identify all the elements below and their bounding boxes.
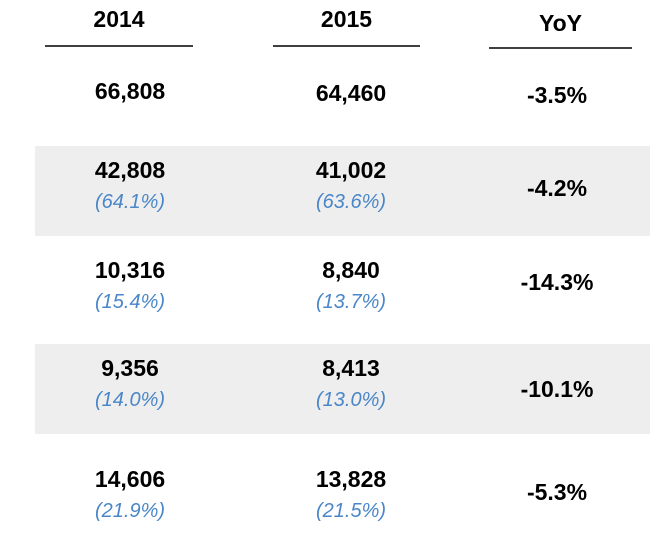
value-2014: 42,808	[74, 157, 186, 184]
share-2015: (13.0%)	[296, 388, 406, 412]
value-2014: 9,356	[74, 355, 186, 382]
value-2014: 10,316	[74, 257, 186, 284]
table-row: 14,606 (21.9%) 13,828 (21.5%) -5.3%	[35, 442, 650, 532]
cell-2015: 64,460	[296, 80, 406, 107]
value-2015: 41,002	[296, 157, 406, 184]
value-2015: 8,413	[296, 355, 406, 382]
header-underline-2015	[273, 45, 420, 47]
cell-2014: 14,606 (21.9%)	[74, 466, 186, 523]
share-2015: (63.6%)	[296, 190, 406, 214]
value-2015: 64,460	[296, 80, 406, 107]
table-row: 10,316 (15.4%) 8,840 (13.7%) -14.3%	[35, 245, 650, 335]
value-2015: 8,840	[296, 257, 406, 284]
cell-yoy: -10.1%	[492, 376, 622, 403]
header-underline-yoy	[489, 47, 632, 49]
value-2014: 66,808	[74, 78, 186, 105]
cell-2015: 13,828 (21.5%)	[296, 466, 406, 523]
value-2015: 13,828	[296, 466, 406, 493]
share-2015: (13.7%)	[296, 290, 406, 314]
share-2014: (15.4%)	[74, 290, 186, 314]
cell-2014: 10,316 (15.4%)	[74, 257, 186, 314]
value-yoy: -5.3%	[492, 479, 622, 506]
table-row: 66,808 64,460 -3.5%	[35, 57, 650, 147]
cell-2015: 8,413 (13.0%)	[296, 355, 406, 412]
table-row: 42,808 (64.1%) 41,002 (63.6%) -4.2%	[35, 146, 650, 236]
cell-2015: 41,002 (63.6%)	[296, 157, 406, 214]
cell-2014: 42,808 (64.1%)	[74, 157, 186, 214]
value-2014: 14,606	[74, 466, 186, 493]
column-header-2015: 2015	[273, 6, 420, 33]
column-header-2014: 2014	[45, 6, 193, 33]
column-header-yoy: YoY	[489, 10, 632, 37]
cell-yoy: -4.2%	[492, 175, 622, 202]
share-2015: (21.5%)	[296, 499, 406, 523]
cell-2015: 8,840 (13.7%)	[296, 257, 406, 314]
value-yoy: -10.1%	[492, 376, 622, 403]
cell-yoy: -5.3%	[492, 479, 622, 506]
share-2014: (64.1%)	[74, 190, 186, 214]
cell-yoy: -14.3%	[492, 269, 622, 296]
table-row: 9,356 (14.0%) 8,413 (13.0%) -10.1%	[35, 344, 650, 434]
cell-yoy: -3.5%	[492, 82, 622, 109]
header-underline-2014	[45, 45, 193, 47]
cell-2014: 66,808	[74, 78, 186, 105]
value-yoy: -3.5%	[492, 82, 622, 109]
share-2014: (14.0%)	[74, 388, 186, 412]
value-yoy: -14.3%	[492, 269, 622, 296]
cell-2014: 9,356 (14.0%)	[74, 355, 186, 412]
share-2014: (21.9%)	[74, 499, 186, 523]
value-yoy: -4.2%	[492, 175, 622, 202]
